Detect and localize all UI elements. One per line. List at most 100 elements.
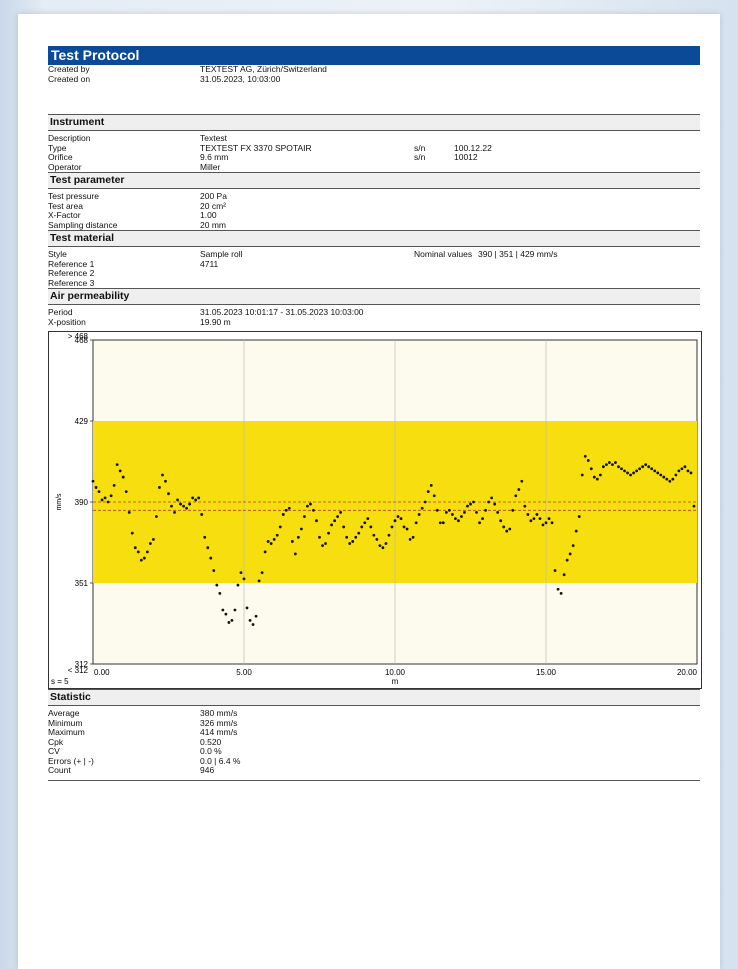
data-point	[577, 515, 581, 518]
row-label: Minimum	[48, 717, 83, 728]
data-point	[547, 517, 551, 521]
row-label: Cpk	[48, 736, 64, 747]
data-point	[629, 473, 632, 477]
data-point	[583, 454, 587, 458]
data-point	[390, 525, 394, 529]
data-point	[686, 469, 690, 473]
parameter-row: X-Factor 1.00	[48, 210, 700, 221]
row-label: Description	[48, 133, 91, 143]
data-point	[94, 486, 98, 489]
data-point	[321, 544, 324, 548]
section-test-material: Test material	[48, 230, 700, 247]
created-by-value: TEXTEST AG, Zürich/Switzerland	[200, 64, 327, 74]
protocol-content: Test Protocol Created by TEXTEST AG, Zür…	[48, 46, 702, 781]
data-point	[574, 529, 578, 533]
data-point	[275, 533, 279, 537]
row-label: CV	[48, 746, 60, 756]
row-value: 0.0 %	[200, 746, 222, 756]
data-point	[523, 504, 527, 508]
data-point	[230, 618, 234, 622]
data-point	[617, 465, 620, 469]
data-point	[173, 510, 176, 514]
y-axis-label: mm/s	[56, 493, 63, 511]
data-point	[556, 587, 560, 591]
data-point	[414, 521, 418, 525]
data-point	[517, 488, 521, 491]
data-point	[330, 523, 333, 527]
data-point	[315, 519, 318, 523]
data-point	[665, 477, 669, 481]
row-label: Count	[48, 765, 71, 775]
data-point	[179, 502, 182, 506]
data-point	[683, 465, 687, 469]
data-point	[124, 490, 128, 494]
data-point	[580, 473, 584, 477]
x-tick-label: 15.00	[536, 668, 557, 677]
row-label: Average	[48, 708, 80, 718]
created-by-label: Created by	[48, 64, 90, 74]
row-label-2: s/n	[414, 152, 426, 162]
data-point	[269, 542, 273, 545]
chart-svg: 468 429 390 351 312 > 468 < 312 0.00 5.00 10.00 15…	[51, 332, 698, 686]
data-point	[457, 519, 460, 523]
created-on-value: 31.05.2023, 10:03:00	[200, 73, 281, 84]
data-point	[454, 517, 457, 521]
row-value: TEXTEST FX 3370 SPOTAIR	[200, 142, 312, 153]
statistic-row: Cpk 0.520	[48, 736, 700, 748]
data-point	[650, 467, 654, 471]
x-tick-label: 5.00	[236, 668, 252, 677]
data-point	[312, 508, 315, 512]
x-tick-label: 0.00	[94, 668, 110, 677]
data-point	[653, 469, 657, 473]
data-point	[306, 504, 309, 508]
data-point	[257, 579, 261, 583]
data-point	[411, 535, 415, 539]
row-value: 1.00	[200, 210, 217, 220]
data-point	[393, 519, 397, 523]
data-point	[345, 535, 349, 539]
data-point	[626, 471, 629, 475]
row-value	[200, 269, 414, 279]
instrument-row: Type TEXTEST FX 3370 SPOTAIR s/n 100.12.…	[48, 142, 700, 154]
row-label: Errors (+ | -)	[48, 755, 94, 766]
data-point	[103, 496, 107, 500]
end-divider	[48, 779, 700, 781]
data-point	[399, 517, 403, 521]
corner-label: s = 5	[51, 677, 69, 686]
x-axis-label: m	[392, 677, 399, 686]
data-point	[592, 475, 596, 479]
row-value: 19.90 m	[200, 316, 231, 327]
data-point	[553, 569, 557, 572]
data-point	[161, 473, 164, 477]
data-point	[598, 473, 602, 477]
material-row: Reference 3	[48, 278, 700, 289]
data-point	[148, 542, 152, 545]
data-point	[227, 621, 231, 624]
permeability-row: Period 31.05.2023 10:01:17 - 31.05.2023 …	[48, 307, 700, 318]
data-point	[164, 479, 167, 483]
data-point	[490, 496, 494, 500]
row-label: X-position	[48, 316, 86, 327]
statistic-row: Maximum 414 mm/s	[48, 727, 700, 738]
data-point	[363, 521, 367, 525]
data-point	[142, 556, 146, 560]
data-point	[145, 550, 149, 554]
data-point	[152, 537, 155, 541]
data-point	[369, 525, 373, 529]
data-point	[484, 508, 487, 512]
parameter-row: Test pressure 200 Pa	[48, 191, 700, 202]
row-label: Maximum	[48, 727, 85, 737]
data-point	[284, 508, 288, 512]
data-point	[472, 500, 475, 504]
data-point	[100, 498, 104, 502]
data-point	[505, 529, 509, 533]
data-point	[266, 540, 270, 543]
data-point	[463, 510, 466, 514]
data-point	[375, 537, 379, 541]
data-point	[357, 531, 361, 535]
nominal-values-value: 390 | 351 | 429 mm/s	[478, 249, 558, 259]
instrument-row: Description Textest	[48, 133, 700, 144]
data-point	[281, 513, 285, 516]
data-point	[121, 475, 125, 479]
data-point	[441, 521, 445, 525]
